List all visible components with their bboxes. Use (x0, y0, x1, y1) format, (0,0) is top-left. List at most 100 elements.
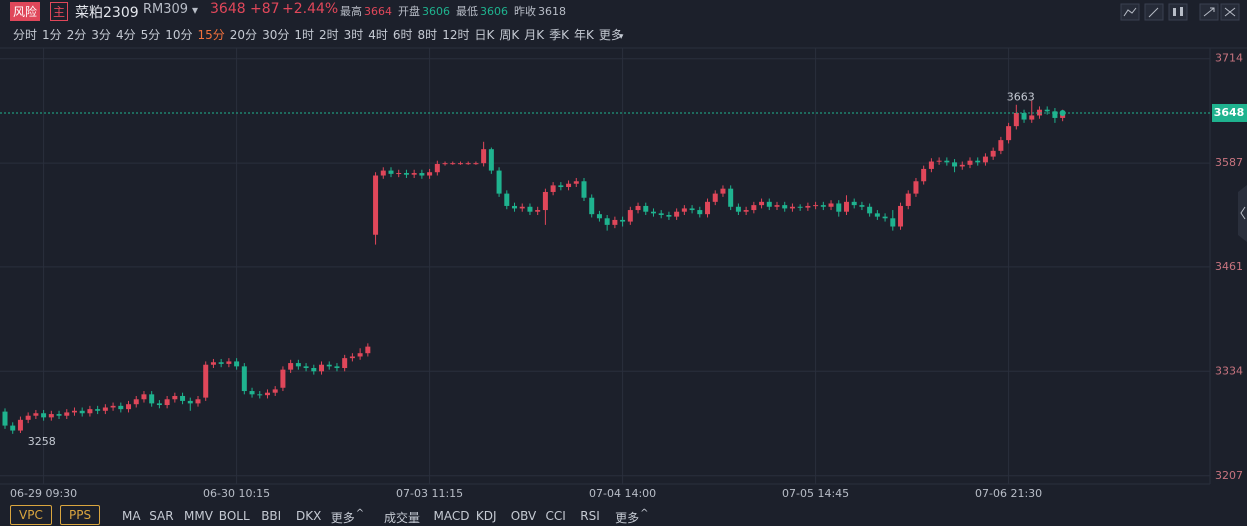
period-button[interactable]: 5分 (140, 28, 161, 42)
indicator-button[interactable]: KDJ (475, 509, 497, 523)
code-dropdown[interactable]: ▾ (192, 3, 199, 17)
candle-body (95, 409, 101, 411)
candle-body (843, 201, 849, 212)
candle-body (342, 358, 348, 369)
candle-body (566, 183, 572, 188)
candle-body (481, 149, 487, 164)
candle-body (589, 197, 595, 215)
period-button[interactable]: 12时 (442, 28, 470, 42)
candle-body (612, 219, 618, 225)
candle-body (226, 361, 232, 364)
candle-body (10, 425, 16, 431)
period-button[interactable]: 8时 (417, 28, 438, 42)
candle-body (650, 211, 656, 214)
side-tab-arrow (1240, 206, 1246, 220)
candle-body (689, 208, 695, 211)
x-tick-label: 07-04 14:00 (589, 487, 656, 500)
period-button[interactable]: 年K (573, 28, 594, 42)
candle-body (450, 163, 456, 165)
period-button[interactable]: 15分 (197, 28, 225, 42)
candle-body (180, 395, 186, 401)
candle-body (33, 413, 39, 416)
stat-value: 3618 (538, 5, 566, 18)
indicator-button[interactable]: BBI (261, 509, 282, 523)
candle-body (380, 170, 386, 176)
more-arrow[interactable]: ^ (640, 508, 649, 519)
candle-body (118, 405, 124, 410)
candle-body (403, 173, 409, 175)
period-button[interactable]: 1分 (42, 28, 62, 42)
more-arrow[interactable]: ^ (355, 508, 365, 519)
icon-candle[interactable] (1168, 3, 1188, 21)
candle-body (720, 188, 726, 194)
candle-body (990, 150, 996, 157)
dropdown-arrow[interactable]: ▾ (618, 32, 624, 42)
indicator-button[interactable]: SAR (149, 509, 174, 523)
candle-body (874, 213, 880, 217)
stat-label: 最高 (340, 5, 362, 18)
period-button[interactable]: 20分 (229, 28, 258, 42)
period-button[interactable]: 10分 (165, 28, 193, 42)
candle-body (334, 366, 340, 369)
candle-body (635, 205, 641, 211)
toolbar-icons (1120, 3, 1240, 21)
stat-label: 最低 (456, 5, 478, 18)
indicator-button[interactable]: 成交量 (384, 511, 421, 525)
candle-body (280, 369, 286, 388)
indicator-button[interactable]: 更多 (330, 511, 355, 525)
candle-body (959, 164, 965, 167)
period-button[interactable]: 1时 (294, 28, 314, 42)
contract-code[interactable]: RM309 (143, 2, 189, 17)
candle-body (674, 211, 680, 217)
indicator-button[interactable]: OBV (510, 509, 537, 523)
candle-body (488, 149, 494, 171)
indicator-button[interactable]: MMV (184, 509, 213, 523)
x-tick-label: 07-05 14:45 (782, 487, 849, 500)
candle-body (79, 410, 85, 414)
period-button[interactable]: 30分 (262, 28, 290, 42)
period-button[interactable]: 3时 (343, 28, 364, 42)
candle-body (928, 161, 934, 169)
indicator-button[interactable]: BOLL (218, 509, 250, 523)
period-button[interactable]: 2时 (318, 28, 339, 42)
candle-body (357, 353, 363, 357)
candle-body (156, 403, 162, 406)
indicator-button[interactable]: RSI (580, 509, 600, 523)
period-button[interactable]: 日K (474, 28, 495, 42)
candle-body (388, 170, 394, 174)
candle-body (805, 205, 811, 208)
candle-body (257, 394, 263, 396)
candle-body (195, 399, 201, 404)
indicator-button[interactable]: CCI (545, 509, 566, 523)
period-button[interactable]: 更多 (598, 28, 623, 42)
candle-body (349, 356, 355, 359)
period-button[interactable]: 周K (499, 28, 520, 42)
period-button[interactable]: 季K (549, 28, 569, 42)
stat-label: 昨收 (514, 5, 536, 18)
indicator-button[interactable]: DKX (296, 509, 322, 523)
candle-body (952, 162, 958, 167)
period-button[interactable]: 4分 (115, 28, 136, 42)
candle-body (882, 216, 888, 219)
main-indicator-button[interactable]: VPC (10, 505, 52, 525)
candle-body (41, 413, 47, 418)
candle-body (1036, 109, 1042, 116)
indicator-button[interactable]: MA (122, 509, 141, 523)
indicator-button[interactable]: 更多 (615, 511, 640, 525)
main-indicator-button[interactable]: PPS (60, 505, 101, 525)
period-button[interactable]: 6时 (392, 28, 413, 42)
period-button[interactable]: 分时 (13, 28, 38, 42)
period-button[interactable]: 2分 (66, 28, 87, 42)
x-tick-label: 07-03 11:15 (396, 487, 463, 500)
period-button[interactable]: 3分 (91, 28, 111, 42)
stats: 最高 3664 开盘 3606 最低 3606 昨收 3618 (340, 3, 572, 19)
period-button[interactable]: 4时 (368, 28, 388, 42)
indicator-button[interactable]: MACD (433, 509, 470, 523)
candle-body (319, 364, 325, 372)
candle-body (249, 391, 255, 395)
candle-body (419, 173, 425, 176)
candle-body (782, 205, 788, 209)
period-button[interactable]: 月K (524, 28, 545, 42)
candle-body (465, 163, 471, 165)
side-tab[interactable] (1238, 185, 1247, 242)
